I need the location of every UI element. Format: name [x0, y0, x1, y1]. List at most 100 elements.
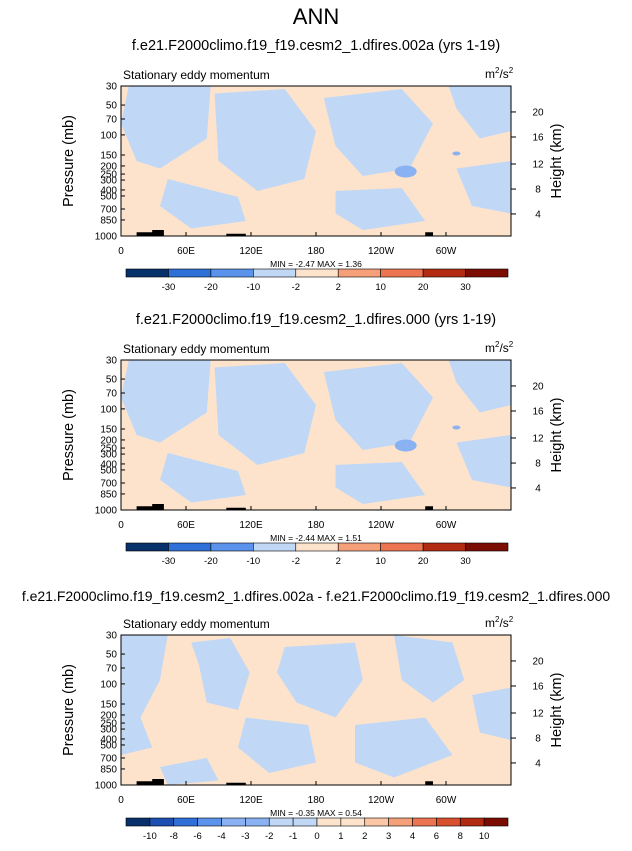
y-tick-label: 300: [100, 176, 117, 187]
contour-region: [335, 462, 426, 504]
colorbar-box: [295, 542, 339, 552]
x-tick-label: 0: [118, 520, 124, 531]
x-tick-label: 120W: [368, 795, 395, 806]
contour-region: [355, 717, 453, 778]
colorbar-box: [221, 817, 246, 827]
min-max-stats: MIN = -0.35 MAX = 0.54: [270, 808, 362, 818]
colorbar-box: [337, 542, 381, 552]
y2-tick-label: 8: [535, 185, 541, 196]
colorbar-box: [465, 542, 509, 552]
colorbar-label: -8: [170, 831, 178, 842]
colorbar-label: 20: [418, 556, 429, 567]
contour-region: [323, 363, 433, 450]
contour-region: [238, 717, 316, 773]
y2-tick-label: 12: [532, 709, 544, 720]
units-label: m2/s2: [485, 66, 514, 81]
units-part: m: [485, 67, 495, 81]
contour-region: [160, 453, 246, 503]
topography: [226, 782, 246, 785]
units-label: m2/s2: [485, 615, 514, 630]
units-part: 2: [495, 340, 500, 349]
y-tick-label: 700: [100, 754, 117, 765]
y-tick-label: 30: [106, 631, 118, 642]
y-tick-label: 150: [100, 425, 117, 436]
y-tick-label: 300: [100, 450, 117, 461]
y2-tick-label: 20: [532, 107, 544, 118]
colorbar-label: -4: [217, 831, 225, 842]
y-tick-label: 500: [100, 465, 117, 476]
y-axis-label: Pressure (mb): [61, 115, 77, 207]
panel-1: f.e21.F2000climo.f19_f19.cesm2_1.dfires.…: [61, 38, 565, 293]
topography: [425, 232, 433, 236]
colorbar-box: [268, 817, 294, 827]
colorbar-label: -2: [292, 556, 300, 567]
colorbar-box: [337, 268, 381, 278]
y2-tick-label: 8: [535, 459, 541, 470]
y2-axis-label: Height (km): [549, 124, 565, 199]
colorbar-box: [483, 817, 509, 827]
y2-tick-label: 16: [532, 682, 544, 693]
y2-tick-label: 4: [535, 209, 541, 220]
y2-tick-label: 20: [532, 656, 544, 667]
y2-tick-label: 16: [532, 407, 544, 418]
colorbar-box: [253, 268, 297, 278]
x-tick-label: 180: [308, 246, 325, 257]
y-tick-label: 200: [100, 710, 117, 721]
min-max-stats: MIN = -2.47 MAX = 1.36: [270, 259, 362, 269]
topography: [152, 504, 164, 510]
contour-region: [335, 188, 426, 230]
units-part: /s: [499, 616, 508, 630]
contour-region: [448, 86, 511, 139]
y-tick-label: 100: [100, 404, 117, 415]
y-tick-label: 50: [106, 101, 118, 112]
colorbar-label: 3: [386, 831, 391, 842]
colorbar-box: [364, 817, 389, 827]
colorbar-label: 10: [375, 556, 386, 567]
contour-region: [277, 642, 363, 718]
contour-region: [160, 758, 219, 785]
y-tick-label: 100: [100, 679, 117, 690]
contour-region: [394, 165, 417, 178]
colorbar-box: [125, 542, 169, 552]
contour-region: [323, 89, 433, 176]
y-tick-label: 250: [100, 170, 117, 181]
colorbar-box: [173, 817, 198, 827]
colorbar-label: 8: [458, 831, 463, 842]
y-axis-label: Pressure (mb): [61, 389, 77, 481]
units-part: /s: [499, 67, 508, 81]
y-tick-label: 250: [100, 444, 117, 455]
y-tick-label: 300: [100, 725, 117, 736]
colorbar-label: -1: [289, 831, 297, 842]
contour-region: [456, 161, 511, 214]
x-tick-label: 120E: [239, 520, 263, 531]
min-max-stats: MIN = -2.44 MAX = 1.51: [270, 533, 362, 543]
units-label: m2/s2: [485, 340, 514, 355]
panel-2: f.e21.F2000climo.f19_f19.cesm2_1.dfires.…: [61, 312, 565, 567]
colorbar-box: [422, 542, 466, 552]
colorbar-box: [380, 542, 424, 552]
y-tick-label: 150: [100, 151, 117, 162]
topography: [226, 233, 246, 236]
panel-3: f.e21.F2000climo.f19_f19.cesm2_1.dfires.…: [22, 588, 611, 842]
y2-axis-label: Height (km): [549, 673, 565, 748]
y-tick-label: 200: [100, 435, 117, 446]
topography: [152, 230, 164, 236]
y2-tick-label: 20: [532, 381, 544, 392]
y-tick-label: 850: [100, 215, 117, 226]
panel-title: f.e21.F2000climo.f19_f19.cesm2_1.dfires.…: [132, 38, 500, 54]
units-part: m: [485, 616, 495, 630]
colorbar-box: [412, 817, 437, 827]
y-tick-label: 30: [106, 82, 118, 93]
x-tick-label: 60W: [436, 520, 457, 531]
left-string: Stationary eddy momentum: [123, 342, 270, 356]
units-part: m: [485, 341, 495, 355]
panel-title: f.e21.F2000climo.f19_f19.cesm2_1.dfires.…: [136, 312, 496, 328]
panel-title: f.e21.F2000climo.f19_f19.cesm2_1.dfires.…: [22, 588, 611, 604]
contour-region: [214, 89, 316, 191]
y-tick-label: 70: [106, 115, 118, 126]
topography: [136, 232, 160, 236]
colorbar-label: 4: [410, 831, 415, 842]
y-tick-label: 70: [106, 664, 118, 675]
colorbar-box: [168, 268, 212, 278]
y-tick-label: 50: [106, 650, 118, 661]
